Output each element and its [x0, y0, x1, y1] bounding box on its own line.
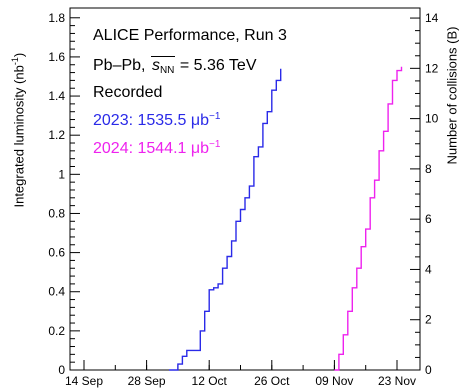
y2-tick-label: 4 [425, 262, 432, 276]
y2-axis-label-text: Number of collisions (B) [444, 26, 460, 164]
y2-tick-label: 6 [425, 212, 432, 226]
y-axis-label-sup: -1 [9, 57, 20, 66]
x-tick-label: 23 Nov [378, 374, 416, 388]
y-axis-label-text: Integrated luminosity (nb [11, 65, 27, 208]
legend-2024: 2024: 1544.1 μb−1 [93, 140, 220, 158]
title-line-1: ALICE Performance, Run 3 [93, 27, 287, 44]
series-line-1 [334, 66, 403, 371]
legend-2024-sup: −1 [208, 139, 221, 150]
y2-tick-label: 12 [425, 61, 439, 75]
y-tick-label: 0.6 [48, 246, 65, 260]
y2-axis-label: Number of collisions (B) [445, 26, 460, 164]
legend-2023-sup: −1 [208, 111, 221, 122]
x-tick-label: 14 Sep [65, 374, 103, 388]
x-tick-label: 12 Oct [192, 374, 228, 388]
sqrt-subscript: NN [159, 65, 175, 76]
y-tick-label: 0.8 [48, 206, 65, 220]
y-tick-label: 1.6 [48, 50, 65, 64]
collision-system: Pb–Pb, sNN = 5.36 TeV [93, 56, 257, 76]
sqrt-symbol: sNN [150, 56, 176, 76]
y-axis-label-close: ) [11, 52, 27, 58]
bottom-axis-ticks: 14 Sep 28 Sep 12 Oct 26 Oct 09 Nov 23 Nov [65, 360, 416, 388]
recorded-label: Recorded [93, 84, 162, 102]
y-tick-label: 1.8 [48, 11, 65, 25]
recorded-text: Recorded [93, 84, 163, 101]
system-prefix: Pb–Pb, [93, 57, 150, 74]
y-tick-label: 1 [58, 167, 65, 181]
y-tick-label: 0 [58, 363, 65, 377]
series-line-0 [169, 68, 282, 371]
plot-border [69, 7, 421, 371]
y2-tick-label: 14 [425, 11, 439, 25]
system-energy: = 5.36 TeV [175, 57, 257, 74]
y-axis-label: Integrated luminosity (nb-1) [10, 53, 26, 208]
plot-frame [69, 7, 421, 371]
y2-tick-label: 2 [425, 313, 432, 327]
y2-tick-label: 8 [425, 162, 432, 176]
y-tick-label: 0.2 [48, 324, 65, 338]
x-tick-label: 26 Oct [254, 374, 290, 388]
y2-tick-label: 10 [425, 112, 439, 126]
y-tick-label: 0.4 [48, 285, 65, 299]
x-tick-label: 09 Nov [315, 374, 353, 388]
sqrt-s: s [151, 57, 160, 74]
chart-title: ALICE Performance, Run 3 [93, 27, 287, 45]
y2-tick-label: 0 [425, 363, 432, 377]
legend-2023: 2023: 1535.5 μb−1 [93, 112, 220, 130]
right-axis-ticks: 0 2 4 6 8 10 12 14 [410, 11, 439, 377]
legend-2024-text: 2024: 1544.1 μb [93, 140, 209, 157]
legend-2023-text: 2023: 1535.5 μb [93, 112, 209, 129]
y-tick-label: 1.2 [48, 128, 65, 142]
x-tick-label: 28 Sep [128, 374, 166, 388]
series-layer [169, 66, 403, 371]
y-tick-label: 1.4 [48, 89, 65, 103]
left-axis-ticks: 0 0.2 0.4 0.6 0.8 1 1.2 1.4 1.6 1.8 [48, 11, 80, 377]
